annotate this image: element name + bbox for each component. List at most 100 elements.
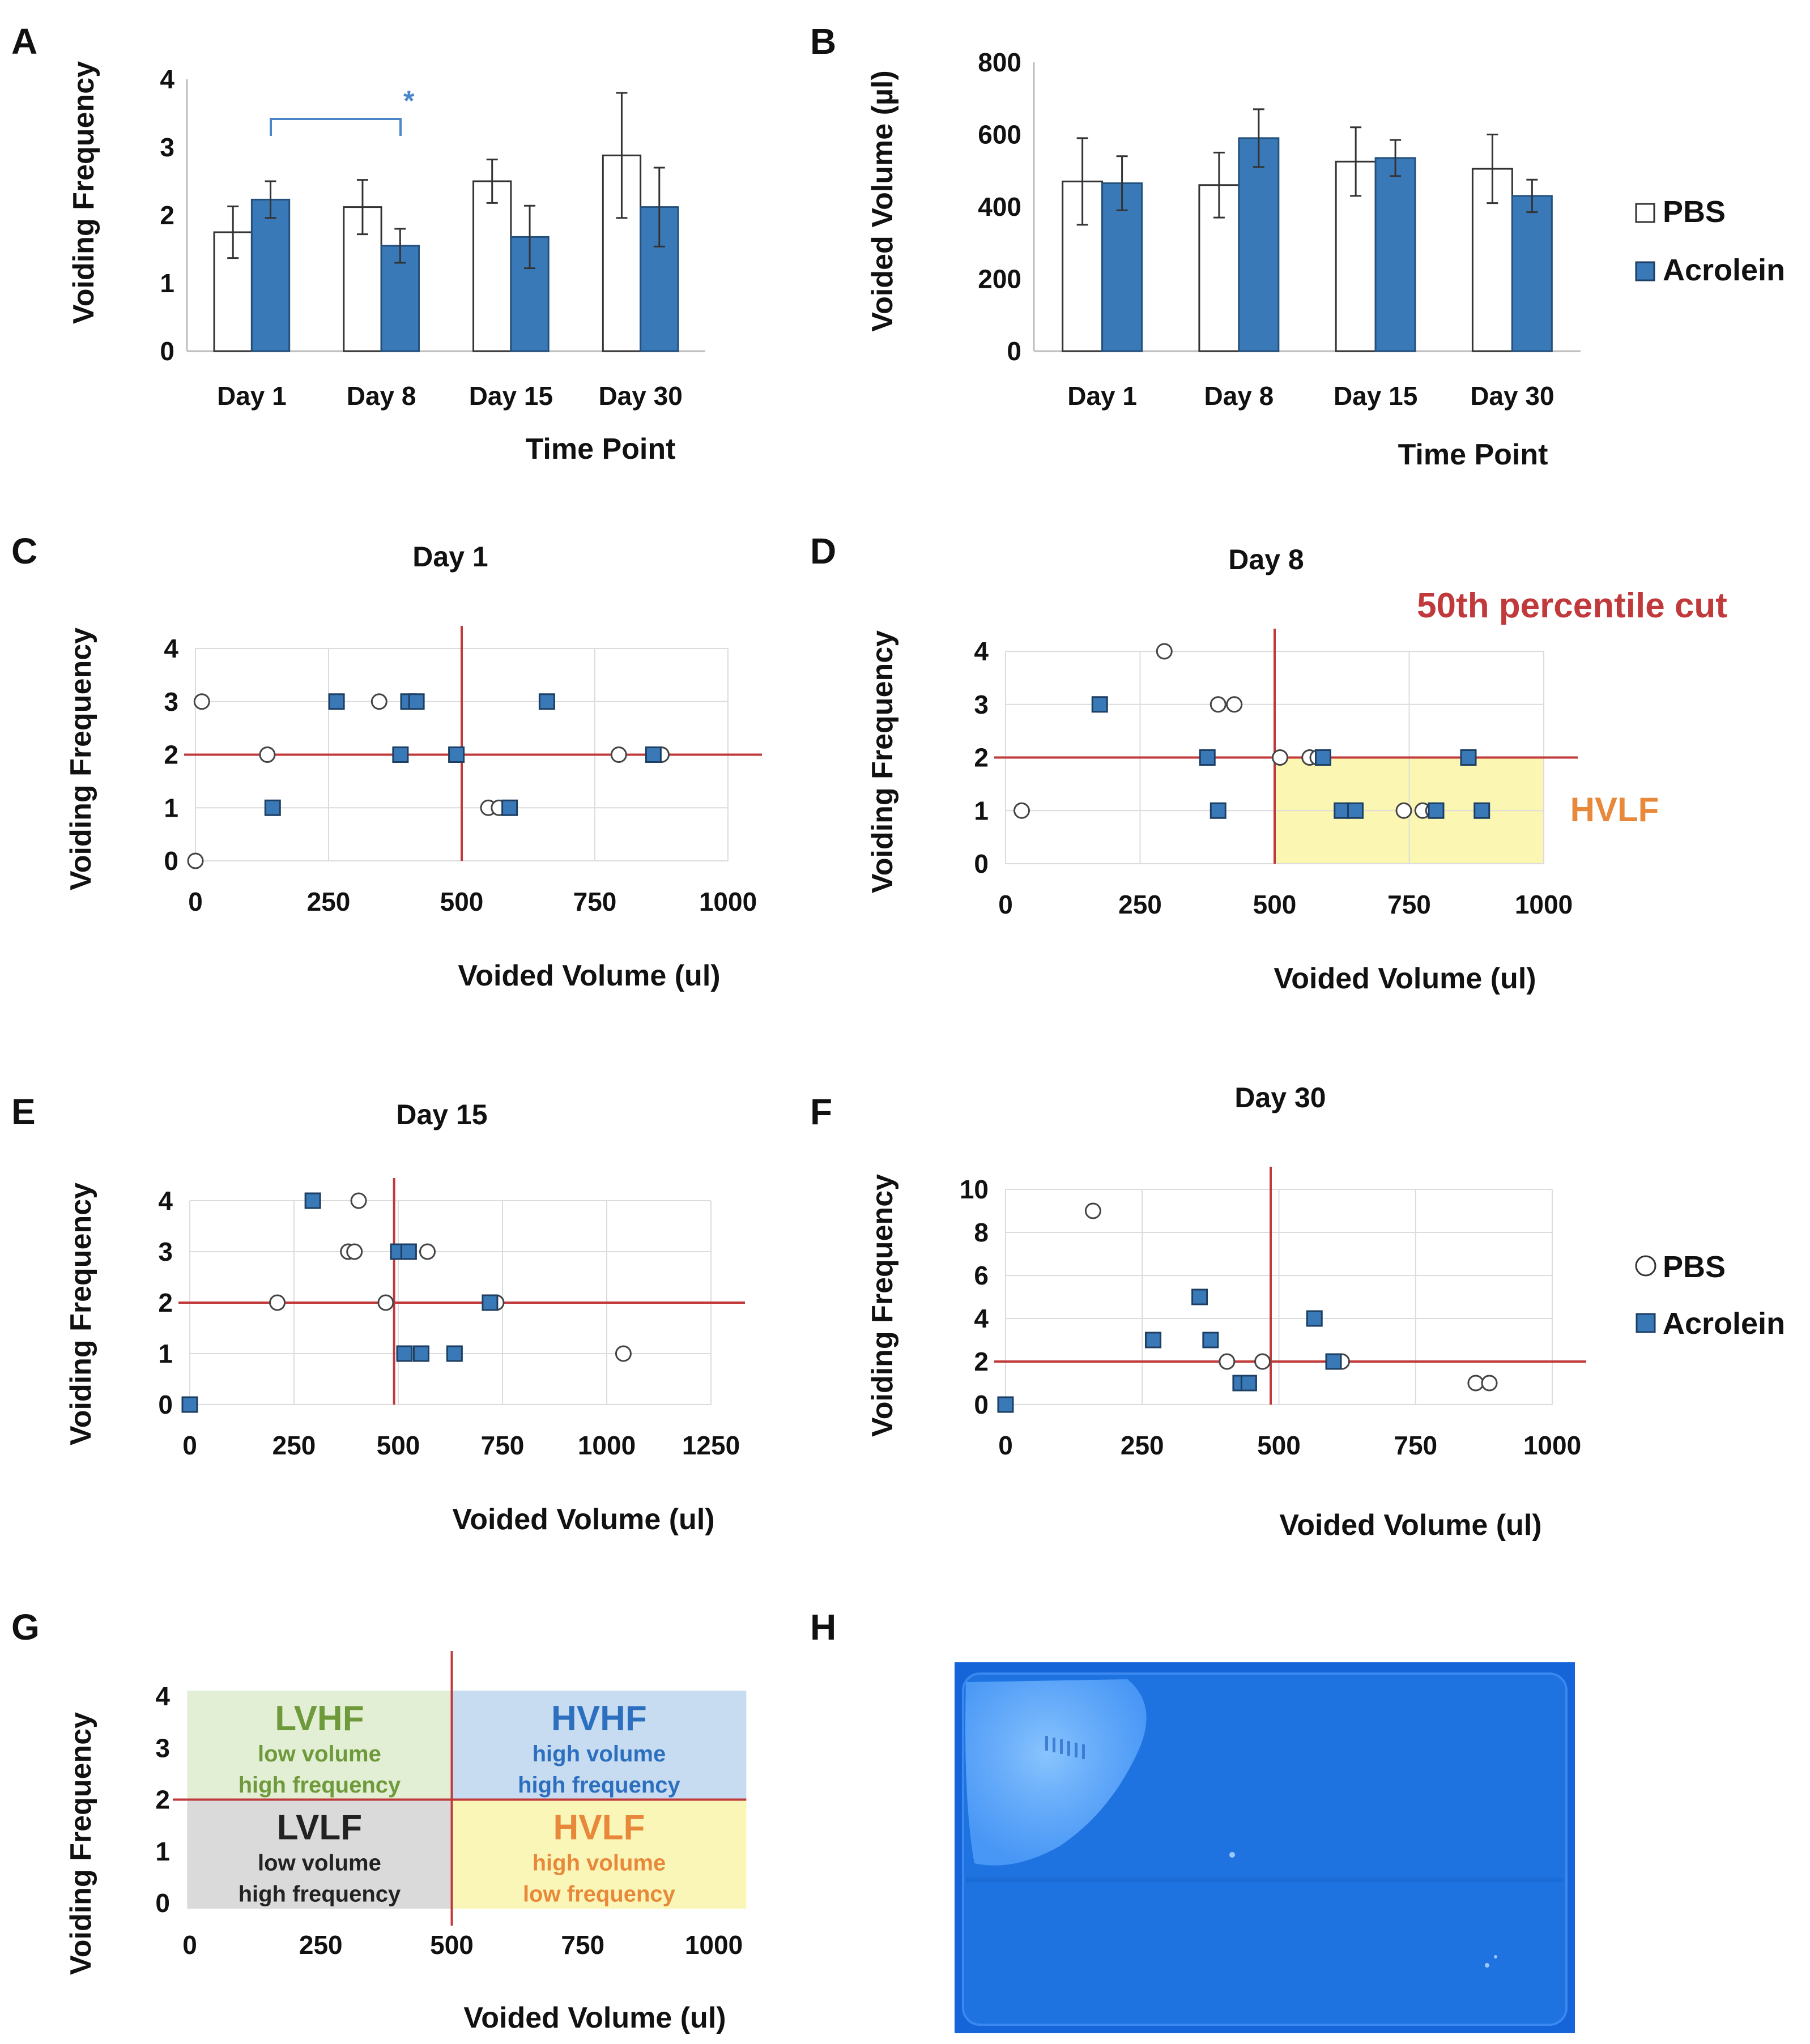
chart-d-xtick-label: 1000 [1515,890,1573,919]
chart-e-xlabel: Voided Volume (ul) [452,1503,714,1536]
chart-b-ylabel: Voided Volume (µl) [866,70,899,331]
chart-f-point-pbs [1467,1375,1484,1392]
chart-f-xtick-label: 500 [1257,1431,1301,1460]
chart-e-point-pbs [377,1294,394,1311]
chart-c-ytick-label: 3 [164,687,178,716]
quadrant-lvlf-line1: low volume [258,1851,381,1876]
quadrant-hvlf-line2: low frequency [523,1882,676,1907]
chart-a-ylabel: Voiding Frequency [67,61,100,324]
chart-e-xtick-label: 0 [182,1431,197,1460]
chart-e-xtick-label: 1000 [578,1431,636,1460]
chart-e-point-pbs [350,1192,367,1209]
chart-e-point-acrolein [446,1345,463,1362]
chart-b-bar-acrolein [1238,137,1280,352]
chart-c-scatter: Day 1 Voiding Frequency Voided Volume (u… [65,541,762,992]
chart-d-point-pbs [1395,802,1412,819]
chart-c-point-pbs [370,693,387,710]
chart-f-point-acrolein [1145,1332,1162,1349]
chart-a-xtick-label: Day 15 [469,381,553,411]
chart-e-ytick-label: 3 [158,1237,173,1266]
chart-e-ylabel: Voiding Frequency [65,1183,97,1445]
chart-e-point-pbs [346,1243,363,1260]
chart-b-xtick-label: Day 15 [1334,381,1417,411]
paper-fold [966,1877,1564,1882]
chart-e-point-pbs [269,1294,286,1311]
chart-d-ylabel: Voiding Frequency [866,630,899,893]
chart-d-xtick-label: 500 [1253,890,1297,919]
chart-b-bar-acrolein [1101,182,1143,352]
chart-f-point-acrolein [1240,1375,1257,1392]
quadrant-lvhf-line2: high frequency [239,1773,401,1798]
chart-a-xtick-label: Day 8 [347,381,416,411]
quadrant-hvhf-line2: high frequency [518,1773,680,1798]
chart-c-xtick-label: 500 [440,887,484,916]
chart-f-xlabel: Voided Volume (ul) [1279,1509,1541,1542]
chart-b-xtick-label: Day 30 [1470,381,1554,411]
chart-b-bar-acrolein [1511,195,1553,352]
chart-d-scatter: Day 8 50th percentile cut HVLF Voiding F… [866,544,1727,995]
chart-g-ytick-label: 1 [155,1837,170,1866]
cut-label: 50th percentile cut [1417,586,1727,625]
significance-star: * [403,85,415,117]
chart-c-point-acrolein [408,693,425,710]
chart-d-ytick-label: 1 [974,796,989,825]
chart-f-ytick-label: 2 [974,1347,989,1376]
panel-label-g: G [11,1607,40,1648]
chart-a-ytick-label: 2 [160,200,174,230]
chart-d-xtick-label: 250 [1118,890,1162,919]
chart-e-ytick-label: 1 [158,1339,173,1368]
chart-f-ytick-label: 10 [960,1175,989,1204]
chart-g-xtick-label: 500 [430,1930,474,1960]
chart-c-xtick-label: 750 [573,887,617,916]
legend-pbs-label: PBS [1663,195,1726,229]
chart-e-point-acrolein [396,1345,413,1362]
legend-top: PBS Acrolein [1635,195,1785,287]
chart-f-point-acrolein [1325,1353,1342,1370]
chart-b-xtick-label: Day 1 [1067,381,1137,411]
chart-e-ytick-label: 2 [158,1288,173,1317]
quadrant-hvlf [452,1799,747,1909]
legend-bottom: PBS Acrolein [1635,1250,1785,1341]
chart-g-xtick-label: 1000 [685,1930,743,1960]
chart-a-ytick-label: 4 [160,65,174,94]
chart-c-xtick-label: 1000 [699,887,757,916]
chart-d-point-pbs [1226,696,1243,713]
speck [1229,1852,1235,1858]
urine-spot [965,1679,1147,1866]
chart-c-xtick-label: 250 [307,887,351,916]
chart-b-ytick-label: 400 [978,192,1021,221]
quadrant-hvhf [452,1691,747,1800]
chart-c-ytick-label: 2 [164,740,178,770]
chart-d-point-acrolein [1473,802,1490,819]
panel-label-a: A [11,21,37,62]
chart-g-ytick-label: 0 [155,1888,170,1918]
chart-b-ytick-label: 600 [978,120,1021,150]
chart-e-point-pbs [615,1345,632,1362]
chart-f-point-acrolein [1202,1332,1219,1349]
legend-acrolein-label-2: Acrolein [1663,1307,1785,1341]
panel-label-f: F [810,1091,832,1132]
chart-c-xlabel: Voided Volume (ul) [458,959,720,992]
quadrant-hvlf-code: HVLF [553,1808,645,1847]
chart-b-ytick-label: 800 [978,48,1021,77]
chart-e-point-acrolein [304,1192,321,1209]
chart-f-point-pbs [1481,1375,1498,1392]
chart-c-point-acrolein [448,746,465,763]
chart-d-point-pbs [1156,643,1173,660]
chart-b-xtick-label: Day 8 [1204,381,1274,411]
chart-d-point-acrolein [1315,749,1331,766]
chart-c-xtick-label: 0 [188,887,203,916]
chart-f-point-acrolein [1306,1310,1323,1327]
chart-a-ytick-label: 1 [160,268,174,298]
chart-b-ytick-label: 0 [1007,336,1021,366]
chart-f-ytick-label: 4 [974,1304,989,1333]
chart-b-bar: Voided Volume (µl) Time Point 0 200 400 600… [866,48,1785,471]
legend-pbs-swatch [1635,203,1655,223]
chart-f-ylabel: Voiding Frequency [866,1174,899,1437]
filter-paper-photo [955,1662,1575,2033]
chart-c-point-pbs [259,746,276,763]
quadrant-lvlf [187,1799,452,1909]
quadrant-lvlf-code: LVLF [277,1808,362,1847]
chart-e-scatter: Day 15 Voiding Frequency Voided Volume (… [65,1099,745,1536]
